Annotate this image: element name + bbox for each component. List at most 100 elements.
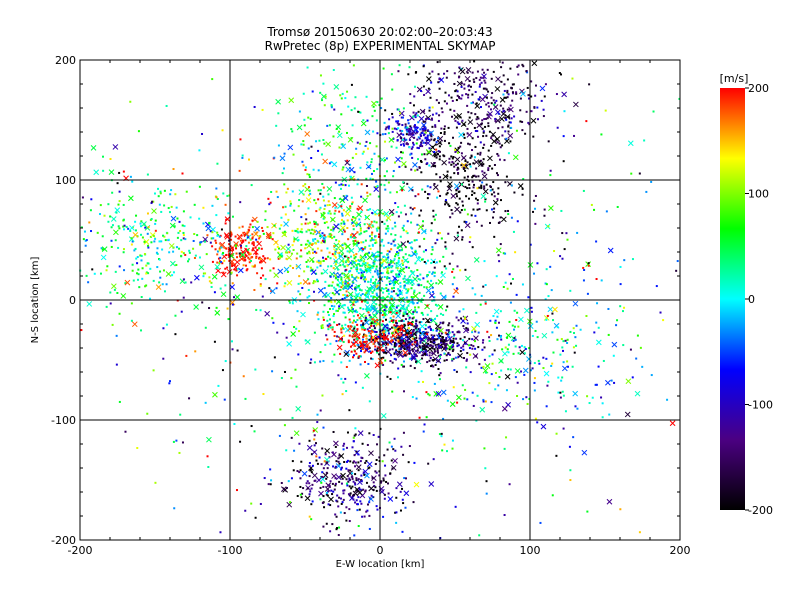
scatter-point — [415, 339, 418, 342]
scatter-point — [442, 255, 445, 258]
scatter-point — [375, 322, 378, 325]
scatter-point — [464, 342, 467, 345]
scatter-point — [417, 278, 420, 281]
scatter-point — [479, 159, 482, 162]
scatter-point — [456, 203, 459, 206]
scatter-point — [491, 362, 494, 365]
scatter-point — [484, 301, 487, 304]
scatter-point — [364, 461, 367, 464]
scatter-point — [335, 460, 338, 463]
scatter-point — [316, 280, 319, 283]
scatter-point — [559, 396, 562, 399]
scatter-point — [346, 475, 349, 478]
scatter-point — [348, 318, 351, 321]
scatter-point — [377, 335, 380, 338]
scatter-point — [319, 260, 322, 263]
scatter-point — [321, 475, 324, 478]
scatter-point — [231, 303, 234, 306]
scatter-point — [638, 531, 641, 534]
scatter-point — [291, 130, 294, 133]
scatter-point — [376, 168, 379, 171]
scatter-point — [455, 202, 458, 205]
scatter-point — [443, 125, 446, 128]
scatter-point — [319, 409, 322, 412]
scatter-point — [385, 157, 388, 160]
scatter-point — [403, 311, 406, 314]
scatter-point — [387, 227, 390, 230]
scatter-point — [587, 264, 590, 267]
scatter-point — [386, 448, 389, 451]
scatter-point — [533, 106, 536, 109]
scatter-point — [369, 350, 372, 353]
scatter-point — [452, 156, 455, 159]
scatter-point-x — [295, 406, 302, 412]
scatter-point — [340, 327, 343, 330]
scatter-point — [341, 324, 344, 327]
scatter-point — [406, 126, 409, 129]
scatter-point — [280, 224, 283, 227]
scatter-point — [386, 225, 389, 228]
scatter-point — [111, 323, 114, 326]
scatter-point — [458, 225, 461, 228]
scatter-point-x — [286, 279, 293, 286]
scatter-point — [413, 353, 416, 356]
scatter-point — [485, 96, 488, 99]
scatter-point — [407, 338, 410, 341]
scatter-point — [426, 345, 429, 348]
scatter-point-x — [120, 293, 127, 299]
scatter-point — [533, 389, 536, 392]
scatter-point — [433, 382, 436, 385]
scatter-point — [284, 213, 287, 216]
scatter-point — [456, 121, 459, 124]
scatter-point — [447, 333, 450, 336]
scatter-point — [439, 353, 442, 356]
scatter-point — [380, 311, 383, 314]
scatter-point — [282, 206, 285, 209]
scatter-point — [376, 132, 379, 135]
scatter-point — [460, 229, 463, 232]
scatter-point — [459, 145, 462, 148]
scatter-point — [420, 258, 423, 261]
scatter-point — [508, 483, 511, 486]
scatter-point-x — [447, 344, 453, 351]
scatter-point — [334, 209, 337, 212]
scatter-point — [542, 356, 545, 359]
scatter-point — [411, 189, 414, 192]
scatter-point — [308, 189, 311, 192]
scatter-point — [445, 347, 448, 350]
scatter-point — [409, 153, 412, 156]
scatter-point — [414, 327, 417, 330]
scatter-point — [533, 377, 536, 380]
scatter-point — [338, 240, 341, 243]
scatter-point — [343, 334, 346, 337]
scatter-point — [467, 180, 470, 183]
scatter-point — [400, 445, 403, 448]
scatter-point — [341, 272, 344, 275]
scatter-point — [298, 330, 301, 333]
scatter-point — [414, 262, 417, 265]
scatter-point — [392, 448, 395, 451]
scatter-point — [271, 238, 274, 241]
scatter-point — [322, 359, 325, 362]
scatter-point — [455, 163, 458, 166]
scatter-point — [359, 460, 362, 463]
scatter-point — [124, 282, 127, 285]
scatter-point — [333, 235, 336, 238]
scatter-point-x — [388, 208, 395, 215]
scatter-point — [340, 497, 343, 500]
scatter-point — [426, 333, 429, 336]
scatter-point — [426, 136, 429, 139]
scatter-point — [355, 499, 358, 502]
scatter-point — [162, 357, 165, 360]
scatter-point — [511, 324, 514, 327]
scatter-point — [485, 209, 488, 212]
scatter-point — [341, 233, 344, 236]
scatter-point — [350, 196, 353, 199]
scatter-point — [451, 283, 454, 286]
scatter-point — [461, 119, 464, 122]
scatter-point — [513, 328, 516, 331]
scatter-point — [359, 317, 362, 320]
scatter-point — [353, 261, 356, 264]
scatter-point — [152, 369, 155, 372]
